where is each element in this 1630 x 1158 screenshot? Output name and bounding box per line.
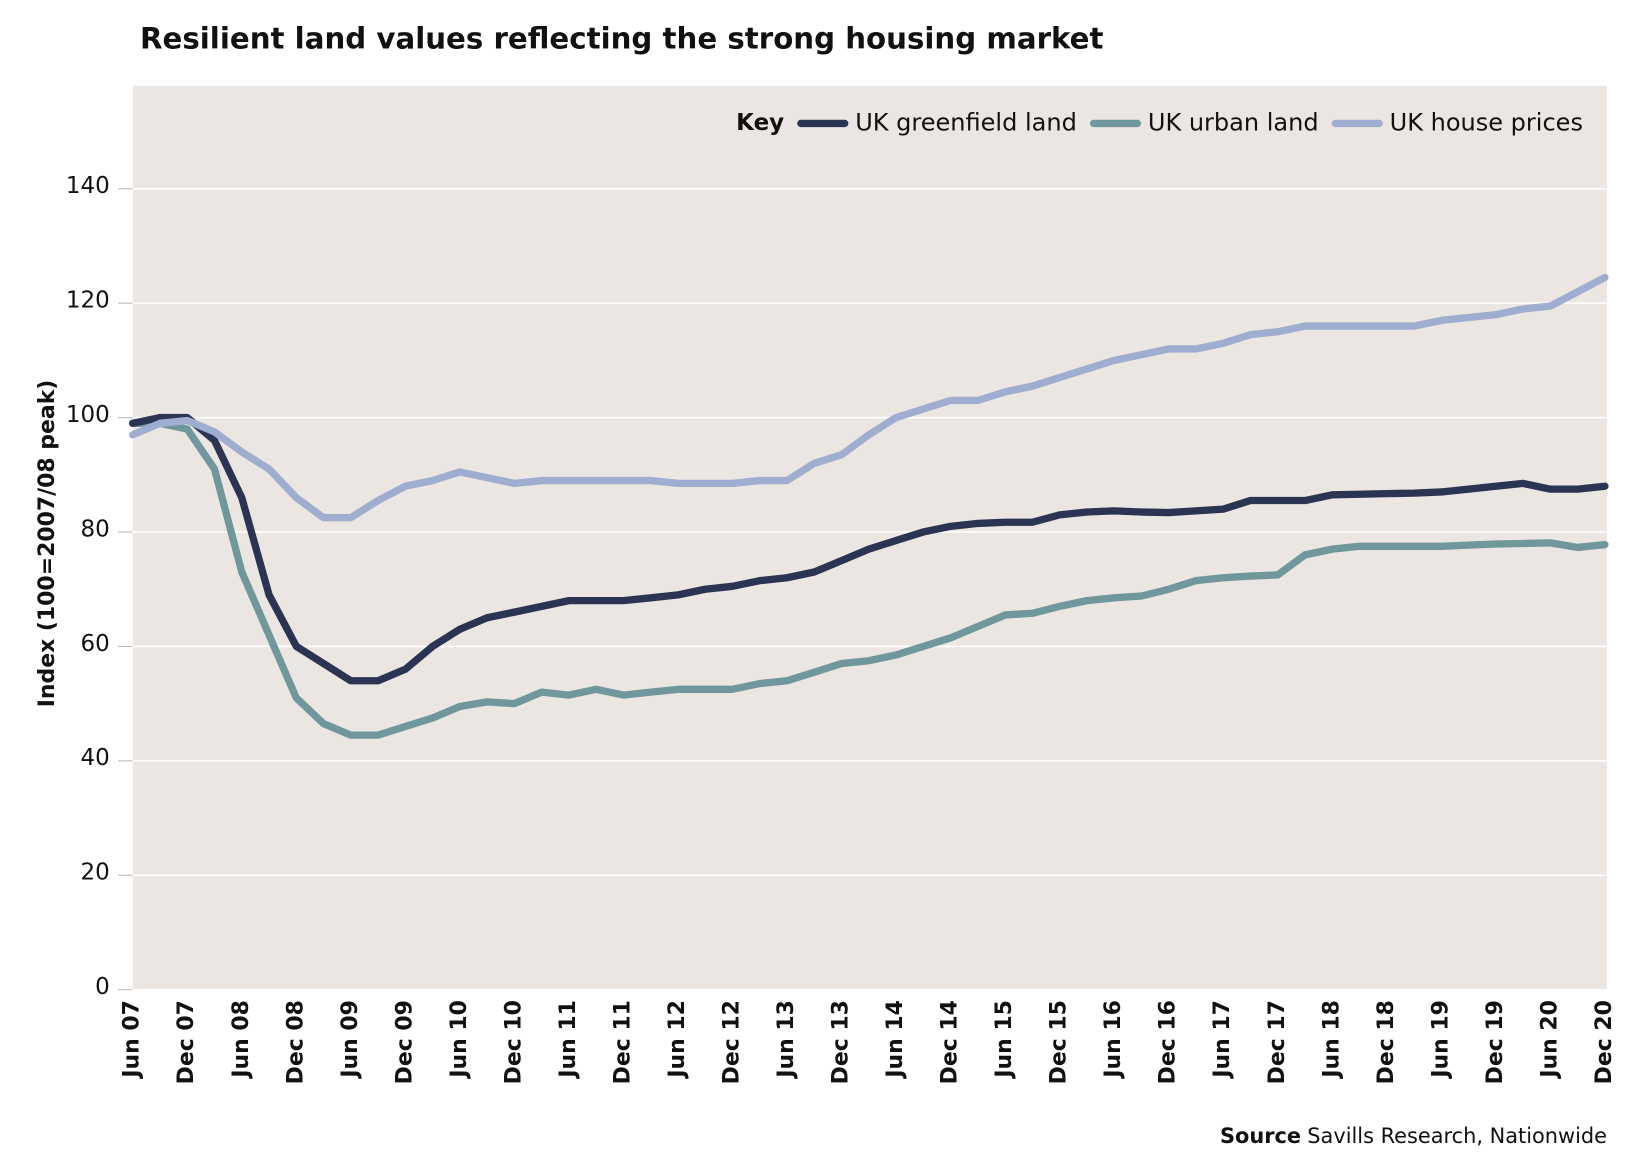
y-tick-label: 40 (80, 745, 109, 771)
source-text: Savills Research, Nationwide (1307, 1124, 1607, 1148)
x-tick-label: Jun 10 (447, 1000, 472, 1080)
series-line (129, 273, 1609, 522)
x-tick-label: Jun 13 (774, 1000, 799, 1080)
plot-area (132, 85, 1608, 990)
x-tick-label: Jun 11 (556, 1000, 581, 1080)
x-tick-label: Dec 19 (1483, 1000, 1508, 1084)
x-tick-label: Jun 18 (1319, 1000, 1344, 1080)
y-axis-label: Index (100=2007/08 peak) (35, 380, 60, 708)
y-tick-label: 20 (80, 860, 109, 886)
x-tick-label: Dec 10 (501, 1000, 526, 1084)
source-label: Source (1220, 1124, 1301, 1148)
x-tick-label: Jun 19 (1428, 1000, 1453, 1080)
x-tick-label: Dec 07 (174, 1000, 199, 1084)
x-tick-label: Dec 14 (938, 1000, 963, 1084)
legend-label: UK greenfield land (855, 108, 1077, 136)
x-tick-label: Jun 20 (1537, 1000, 1562, 1080)
source: Source Savills Research, Nationwide (1220, 1124, 1607, 1148)
x-tick-label: Dec 12 (719, 1000, 744, 1084)
chart-title: Resilient land values reflecting the str… (140, 21, 1103, 55)
x-tick-label: Dec 15 (1047, 1000, 1072, 1084)
x-tick-label: Jun 07 (120, 1000, 145, 1080)
series-line (129, 413, 1609, 685)
x-tick-label: Dec 11 (610, 1000, 635, 1084)
legend-label: UK urban land (1148, 108, 1319, 136)
x-tick-label: Dec 13 (829, 1000, 854, 1084)
legend-title: Key (736, 110, 784, 136)
x-tick-label: Dec 16 (1156, 1000, 1181, 1084)
x-tick-label: Dec 20 (1592, 1000, 1617, 1084)
y-tick-label: 140 (66, 173, 110, 199)
x-tick-label: Jun 15 (992, 1000, 1017, 1080)
legend: UK house prices UK urban land UK greenfiel… (736, 108, 1583, 136)
x-tick-label: Jun 14 (883, 1000, 908, 1080)
x-tick-label: Jun 08 (229, 1000, 254, 1080)
x-tick-label: Jun 12 (665, 1000, 690, 1080)
y-tick-label: 100 (66, 402, 110, 428)
series-line (129, 419, 1609, 739)
legend-label: UK house prices (1390, 108, 1583, 136)
x-tick-label: Jun 17 (1210, 1000, 1235, 1080)
y-tick-label: 0 (95, 974, 110, 1000)
x-tick-label: Dec 09 (392, 1000, 417, 1084)
x-tick-label: Dec 18 (1374, 1000, 1399, 1084)
x-tick-label: Jun 09 (338, 1000, 363, 1080)
x-tick-label: Dec 08 (283, 1000, 308, 1084)
x-tick-label: Dec 17 (1265, 1000, 1290, 1084)
x-tick-label: Jun 16 (1101, 1000, 1126, 1080)
y-tick-label: 120 (66, 288, 110, 314)
y-tick-label: 60 (80, 631, 109, 657)
y-tick-label: 80 (80, 516, 109, 542)
